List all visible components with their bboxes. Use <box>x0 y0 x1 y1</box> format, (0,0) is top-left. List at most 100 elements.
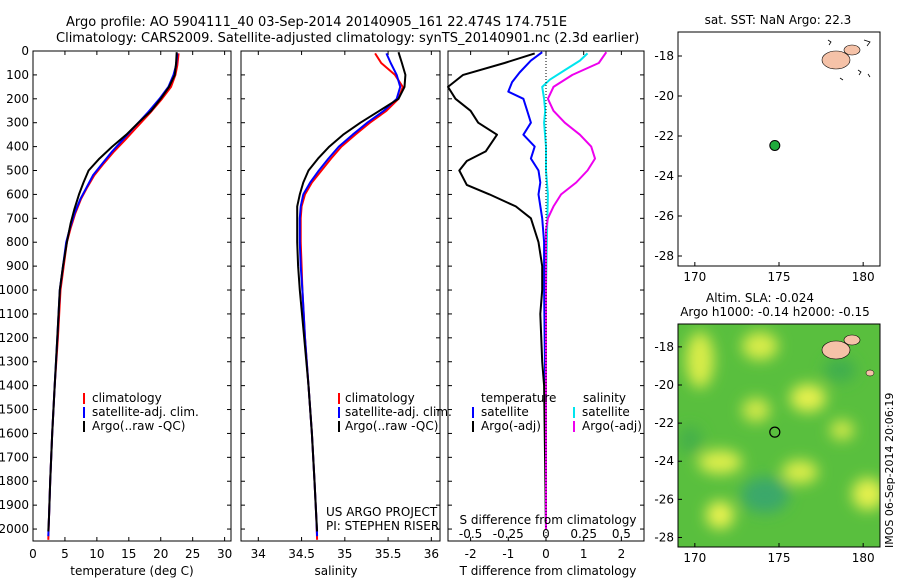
sla-high-blob <box>742 398 770 422</box>
temperature-legend: climatology satellite-adj. clim. Argo(..… <box>83 391 199 433</box>
map-y-tick-label: -28 <box>654 530 674 544</box>
sla-high-blob <box>852 478 880 510</box>
profile-line-2 <box>447 52 547 530</box>
x-tick-label: -2 <box>465 547 477 561</box>
top-map-axes: -28 -26 -24 -22 -20 -18 170 175 180 <box>654 49 874 284</box>
fiji-island <box>821 50 851 70</box>
salinity-axes: 34 34.5 35 35.5 36 <box>241 50 440 561</box>
salinity-lines <box>296 51 407 540</box>
project-line-1: US ARGO PROJECT <box>326 505 438 519</box>
x-tick-label: 10 <box>89 547 104 561</box>
y-tick-label: 300 <box>6 116 29 130</box>
sla-low-blob <box>824 358 856 382</box>
x-tick-label: 34 <box>251 547 266 561</box>
y-tick-label: 600 <box>6 187 29 201</box>
profile-line-1 <box>299 52 404 540</box>
map-y-tick-label: -20 <box>654 89 674 103</box>
x-tick-label: 5 <box>61 547 69 561</box>
y-tick-label: 1600 <box>0 426 29 440</box>
legend-climatology-label: climatology <box>345 391 415 405</box>
profile-line-3 <box>47 52 178 532</box>
salinity-panel-frame <box>240 50 441 542</box>
difference-legend: temperature salinity satellite Argo(-adj… <box>472 391 642 433</box>
top-x-tick-label: -0.25 <box>493 527 524 541</box>
sla-high-blob <box>686 332 714 388</box>
difference-xlabel-top: S difference from climatology <box>460 513 637 527</box>
sla-high-blob <box>706 501 734 529</box>
salinity-xlabel: salinity <box>314 564 357 578</box>
legend-satellite-label: satellite-adj. clim. <box>345 405 452 419</box>
header-line-2: Climatology: CARS2009. Satellite-adjuste… <box>56 31 639 46</box>
top-map-title: sat. SST: NaN Argo: 22.3 <box>705 13 852 27</box>
x-tick-label: -1 <box>502 547 514 561</box>
y-tick-label: 1800 <box>0 474 29 488</box>
legend-salinity-head: salinity <box>583 391 626 405</box>
legend-sal-satellite-label: satellite <box>582 405 630 419</box>
map-x-tick-label: 170 <box>683 270 706 284</box>
y-tick-label: 200 <box>6 92 29 106</box>
map-x-tick-label: 175 <box>768 551 791 565</box>
sla-high-blob <box>698 450 742 474</box>
sla-heatmap <box>678 324 880 547</box>
map-y-tick-label: -18 <box>654 340 674 354</box>
profile-line-2 <box>47 53 179 537</box>
y-tick-label: 900 <box>6 259 29 273</box>
difference-lines <box>447 51 608 530</box>
float-location-marker <box>769 426 781 438</box>
x-tick-label: 2 <box>618 547 626 561</box>
x-tick-label: 30 <box>217 547 232 561</box>
map-y-tick-label: -24 <box>654 169 674 183</box>
y-tick-label: 0 <box>21 44 29 58</box>
legend-argo-label: Argo(..raw -QC) <box>92 419 185 433</box>
legend-sal-argo-label: Argo(-adj) <box>582 419 642 433</box>
sla-low-blob <box>678 426 702 454</box>
x-tick-label: 36 <box>424 547 439 561</box>
map-y-tick-label: -26 <box>654 492 674 506</box>
x-tick-label: 34.5 <box>288 547 315 561</box>
legend-temp-satellite-label: satellite <box>481 405 529 419</box>
map-y-tick-label: -22 <box>654 129 674 143</box>
sla-high-blob <box>830 420 854 440</box>
profile-line-2 <box>298 52 402 537</box>
x-tick-label: 25 <box>185 547 200 561</box>
map-x-tick-label: 170 <box>683 551 706 565</box>
legend-climatology-label: climatology <box>92 391 162 405</box>
y-tick-label: 100 <box>6 68 29 82</box>
header-line-1: Argo profile: AO 5904111_40 03-Sep-2014 … <box>66 15 567 30</box>
legend-temperature-head: temperature <box>481 391 556 405</box>
sla-high-blob <box>782 460 818 484</box>
y-tick-label: 500 <box>6 164 29 178</box>
y-tick-label: 1400 <box>0 379 29 393</box>
top-x-tick-label: 0 <box>542 527 550 541</box>
temperature-axes: 0100200300400500600700800900100011001200… <box>0 44 232 561</box>
x-tick-label: 35.5 <box>375 547 402 561</box>
map-x-tick-label: 180 <box>852 551 875 565</box>
difference-axes: -2 -1 0 1 2 -0.5 -0.25 0 0.25 0.5 <box>448 50 644 561</box>
top-x-tick-label: 0.25 <box>570 527 597 541</box>
map-y-tick-label: -28 <box>654 249 674 263</box>
temperature-xlabel: temperature (deg C) <box>70 564 193 578</box>
y-tick-label: 2000 <box>0 522 29 536</box>
temperature-lines <box>47 52 180 540</box>
map-y-tick-label: -26 <box>654 209 674 223</box>
side-timestamp: IMOS 06-Sep-2014 20:06:19 <box>883 393 896 548</box>
coastline-fragment <box>827 39 871 81</box>
y-tick-label: 1500 <box>0 403 29 417</box>
temperature-panel-frame <box>32 50 232 542</box>
bottom-map-title-1: Altim. SLA: -0.024 <box>706 291 814 305</box>
sla-low-blob <box>741 477 789 513</box>
float-location-marker <box>769 139 781 151</box>
map-y-tick-label: -18 <box>654 49 674 63</box>
island <box>865 369 875 377</box>
profile-line-1 <box>47 53 180 540</box>
bottom-map-title-2: Argo h1000: -0.14 h2000: -0.15 <box>680 305 870 319</box>
legend-argo-label: Argo(..raw -QC) <box>345 419 438 433</box>
fiji-island <box>843 44 861 56</box>
sla-high-blob <box>742 332 778 360</box>
y-tick-label: 1100 <box>0 307 29 321</box>
sla-high-blob <box>790 384 826 412</box>
x-tick-label: 1 <box>580 547 588 561</box>
x-tick-label: 0 <box>29 547 37 561</box>
legend-satellite-label: satellite-adj. clim. <box>92 405 199 419</box>
